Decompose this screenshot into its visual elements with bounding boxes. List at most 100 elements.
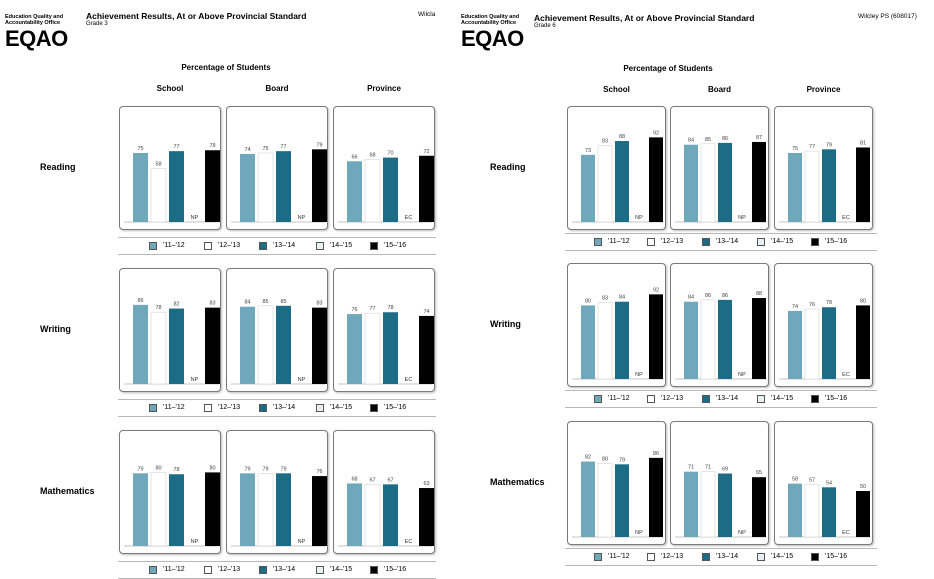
- bar: [615, 464, 629, 537]
- bar-value-label: 84: [688, 138, 694, 144]
- bar-value-label: 88: [619, 134, 625, 140]
- legend-item: '11–'12: [594, 552, 630, 561]
- legend-label: '13–'14: [273, 242, 296, 249]
- bar-value-label: 71: [705, 465, 711, 471]
- bar: [822, 149, 836, 222]
- legend-label: '15–'16: [384, 566, 407, 573]
- panel-plot: 84 86 86 NP 88: [675, 291, 766, 380]
- panel-plot: 79 79 79 NP 76: [231, 466, 327, 547]
- bar-label: NP: [298, 539, 306, 545]
- bar-label: NP: [738, 215, 746, 221]
- legend-rule-bottom: [118, 254, 436, 255]
- bar: [312, 149, 327, 222]
- panel-plot: 66 68 70 EC 72: [338, 149, 434, 223]
- panel-plot: 84 85 86 NP 87: [675, 135, 766, 223]
- bar: [856, 305, 870, 379]
- legend-label: '11–'12: [608, 553, 630, 560]
- legend-swatch: [370, 403, 378, 412]
- bar-value-label: 79: [826, 142, 832, 148]
- legend-reading: '11–'12 '12–'13 '13–'14 '14–'15 '15–'16: [118, 237, 436, 255]
- bar-value-label: 85: [280, 299, 286, 305]
- legend-rule-top: [565, 390, 877, 391]
- percentage-title: Percentage of Students: [181, 63, 271, 72]
- legend-swatch: [316, 565, 324, 574]
- legend-swatch: [259, 565, 267, 574]
- bar: [276, 473, 291, 546]
- legend-swatch: [149, 403, 157, 412]
- bar: [347, 161, 362, 222]
- legend-mathematics: '11–'12 '12–'13 '13–'14 '14–'15 '15–'16: [565, 548, 877, 566]
- bar-value-label: 72: [423, 149, 429, 155]
- bar-value-label: 92: [653, 130, 659, 136]
- legend-item: '15–'16: [811, 237, 847, 246]
- bar-value-label: 57: [809, 478, 815, 484]
- bar: [700, 143, 716, 223]
- bar-label: NP: [635, 372, 643, 378]
- legend-item: '14–'15: [316, 403, 352, 412]
- bar-value-label: 80: [209, 465, 215, 471]
- legend-swatch: [370, 241, 378, 250]
- legend-item: '12–'13: [204, 403, 240, 412]
- legend-label: '15–'16: [825, 395, 848, 402]
- legend-item: '13–'14: [259, 241, 295, 250]
- bar: [718, 473, 732, 537]
- panel-plot: 68 67 67 EC 63: [338, 476, 434, 547]
- bar: [240, 306, 255, 384]
- subject-label-reading: Reading: [490, 162, 526, 172]
- bar: [597, 145, 613, 223]
- chart-panel-mathematics-school: 79 80 78 NP 80: [119, 430, 221, 554]
- bar-value-label: 65: [756, 470, 762, 476]
- bar-label: EC: [842, 215, 850, 221]
- legend-item: '14–'15: [757, 394, 793, 403]
- legend-writing: '11–'12 '12–'13 '13–'14 '14–'15 '15–'16: [565, 390, 877, 408]
- bar: [347, 483, 362, 546]
- panel-plot: 82 80 79 NP 86: [572, 451, 663, 538]
- bar: [856, 147, 870, 222]
- legend-swatch: [594, 552, 602, 561]
- legend-mathematics: '11–'12 '12–'13 '13–'14 '14–'15 '15–'16: [118, 561, 436, 579]
- bar-value-label: 79: [316, 142, 322, 148]
- legend-item: '12–'13: [647, 552, 683, 561]
- bar: [597, 302, 613, 380]
- bar-value-label: 67: [387, 477, 393, 483]
- panel-plot: 80 83 84 NP 92: [572, 287, 663, 380]
- bar-label: NP: [191, 539, 199, 545]
- bar-value-label: 88: [756, 291, 762, 297]
- legend-swatch: [757, 394, 765, 403]
- bar-value-label: 92: [653, 287, 659, 293]
- legend-rule-bottom: [118, 416, 436, 417]
- legend-label: '14–'15: [330, 404, 353, 411]
- bar-value-label: 75: [262, 146, 268, 152]
- bar-value-label: 68: [369, 152, 375, 158]
- legend-label: '11–'12: [163, 404, 185, 411]
- legend-label: '15–'16: [384, 242, 407, 249]
- chart-panel-mathematics-board: 79 79 79 NP 76: [226, 430, 328, 554]
- bar-label: EC: [842, 372, 850, 378]
- panel-plot: 86 78 82 NP 83: [124, 298, 220, 385]
- bar: [383, 484, 398, 546]
- bar: [718, 142, 732, 222]
- legend-label: '14–'15: [330, 566, 353, 573]
- grade-label: Grade 3: [86, 21, 108, 27]
- bar: [364, 484, 381, 547]
- bar-value-label: 74: [423, 309, 429, 315]
- legend-label: '13–'14: [716, 395, 739, 402]
- panel-plot: 73 83 88 NP 92: [572, 130, 663, 223]
- legend-item: '15–'16: [370, 403, 406, 412]
- school-name: Wilcley PS (608017): [858, 13, 917, 20]
- bar-value-label: 84: [688, 295, 694, 301]
- bar: [649, 137, 663, 222]
- logo-org-name: Education Quality and Accountability Off…: [5, 14, 64, 26]
- bar: [240, 153, 255, 222]
- legend-rule-top: [565, 233, 877, 234]
- legend-swatch: [702, 237, 710, 246]
- panel-plot: 58 57 54 EC 50: [779, 477, 870, 538]
- bar: [150, 168, 167, 223]
- bar: [133, 473, 148, 546]
- bar: [788, 153, 802, 222]
- bar: [752, 477, 766, 537]
- bar: [804, 484, 820, 538]
- bar-value-label: 82: [173, 302, 179, 308]
- report-title: Achievement Results, At or Above Provinc…: [86, 11, 307, 21]
- legend-item: '11–'12: [594, 237, 630, 246]
